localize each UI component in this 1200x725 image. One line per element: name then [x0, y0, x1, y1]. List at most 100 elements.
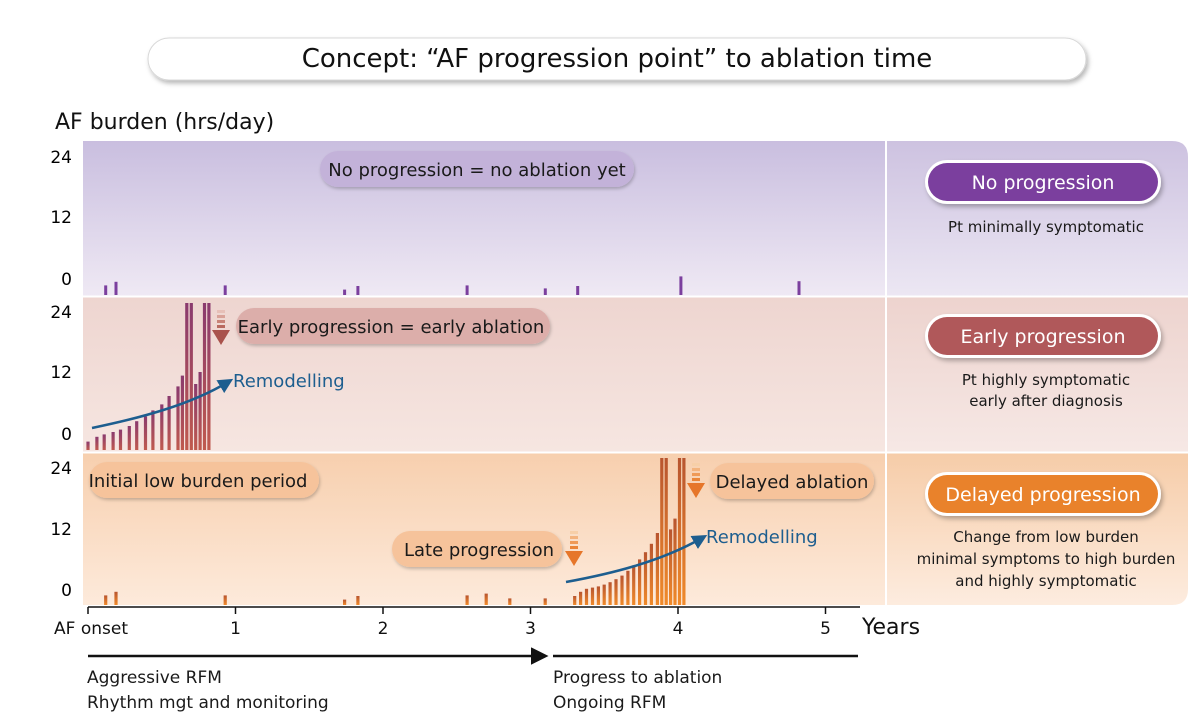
burden-bar [343, 289, 347, 295]
burden-bar [608, 582, 612, 605]
phase-1-line-1: Aggressive RFM [87, 668, 222, 688]
y-tick-0: 0 [61, 425, 72, 445]
remodelling-arrow-delayed [565, 535, 708, 584]
pill-initial-low-burden-text: Initial low burden period [89, 471, 308, 492]
x-tick-label: 1 [230, 619, 241, 639]
burden-bar [180, 375, 184, 450]
burden-bar [596, 586, 600, 605]
burden-bar [104, 595, 108, 605]
pill-early-progression-text: Early progression = early ablation [238, 317, 545, 338]
burden-bar [664, 458, 668, 605]
burden-bar [185, 303, 189, 450]
pill-no-progression [320, 151, 634, 187]
desc-early-progression-line-1: Pt highly symptomatic [962, 371, 1130, 389]
down-arrow-late-progression [565, 531, 583, 566]
badge-no-progression [928, 163, 1158, 201]
remodelling-label-early: Remodelling [233, 371, 345, 392]
burden-bar [660, 458, 664, 605]
burden-bar [143, 416, 148, 450]
burden-bar [484, 593, 488, 605]
title-pill [147, 37, 1087, 81]
badge-delayed-progression-text: Delayed progression [945, 484, 1140, 506]
burden-bar [543, 598, 547, 605]
burden-bar [682, 458, 686, 605]
burden-bar [356, 286, 360, 295]
burden-bar [160, 404, 164, 450]
x-tick-label: AF onset [54, 619, 128, 639]
bars-delayed-progression [104, 458, 686, 605]
desc-early-progression-line-2: early after diagnosis [969, 392, 1123, 410]
burden-bar [649, 543, 653, 605]
badge-early-progression [928, 317, 1158, 355]
burden-bar [638, 559, 642, 605]
y-tick-12: 12 [50, 520, 72, 540]
burden-bar [111, 432, 115, 450]
burden-bar [102, 434, 106, 450]
y-tick-24: 24 [50, 303, 72, 323]
burden-bar [223, 285, 227, 295]
desc-delayed-progression-line-1: Change from low burden [953, 528, 1138, 546]
desc-no-progression-line-1: Pt minimally symptomatic [948, 218, 1144, 236]
burden-bar [508, 598, 512, 605]
badge-no-progression-text: No progression [972, 172, 1115, 194]
burden-bar [167, 396, 171, 450]
y-tick-12: 12 [50, 363, 72, 383]
down-arrow-delayed-ablation [687, 463, 705, 498]
burden-bar [104, 285, 108, 295]
x-axis-label: Years [861, 615, 920, 640]
burden-bar [114, 591, 118, 605]
burden-bar [194, 384, 198, 450]
x-tick-label: 5 [820, 619, 831, 639]
burden-bar [151, 410, 155, 450]
badge-delayed-progression [928, 475, 1158, 513]
burden-bar [576, 286, 580, 295]
burden-bar [118, 429, 123, 450]
burden-bar [673, 518, 677, 605]
desc-delayed-progression-line-2: minimal symptoms to high burden [917, 550, 1176, 568]
phase-2-line-1: Progress to ablation [553, 668, 722, 688]
remodelling-label-delayed: Remodelling [706, 527, 818, 548]
pill-delayed-ablation [710, 463, 874, 499]
y-tick-24: 24 [50, 459, 72, 479]
burden-bar [465, 595, 469, 605]
y-ticks-panel-2: 24 12 0 [50, 303, 72, 445]
burden-bar [223, 595, 227, 605]
y-ticks-panel-3: 24 12 0 [50, 459, 72, 601]
burden-bar [679, 276, 683, 295]
burden-bar [198, 372, 202, 450]
burden-bar [614, 579, 618, 605]
burden-bar [669, 529, 673, 605]
x-tick-label: 3 [525, 619, 536, 639]
down-arrow-early [212, 310, 230, 345]
burden-bar [135, 421, 139, 450]
burden-bar [189, 303, 193, 450]
burden-bar [543, 288, 547, 295]
burden-bar [584, 588, 589, 605]
burden-bar [343, 599, 347, 605]
bars-early-progression [86, 303, 211, 450]
y-tick-0: 0 [61, 581, 72, 601]
burden-bar [86, 441, 90, 450]
phase-2-line-2: Ongoing RFM [553, 693, 666, 713]
pill-late-progression [392, 531, 562, 567]
y-axis-label: AF burden (hrs/day) [55, 110, 274, 135]
x-axis-ticks: AF onset 1 2 3 4 5 [54, 607, 831, 639]
burden-bar [620, 575, 624, 605]
pill-initial-low-burden [89, 462, 319, 498]
burden-bar [655, 533, 659, 605]
badge-early-progression-text: Early progression [961, 326, 1126, 348]
burden-bar [797, 281, 801, 295]
burden-bar [127, 426, 131, 450]
burden-bar [626, 570, 630, 605]
burden-bar [114, 281, 118, 295]
burden-bar [677, 458, 682, 605]
y-tick-12: 12 [50, 208, 72, 228]
burden-bar [95, 436, 99, 450]
desc-delayed-progression-line-3: and highly symptomatic [955, 572, 1137, 590]
pill-no-progression-text: No progression = no ablation yet [328, 160, 625, 181]
burden-bar [573, 596, 577, 605]
burden-bar [465, 285, 469, 295]
pill-early-progression [236, 308, 550, 344]
burden-bar [207, 303, 211, 450]
